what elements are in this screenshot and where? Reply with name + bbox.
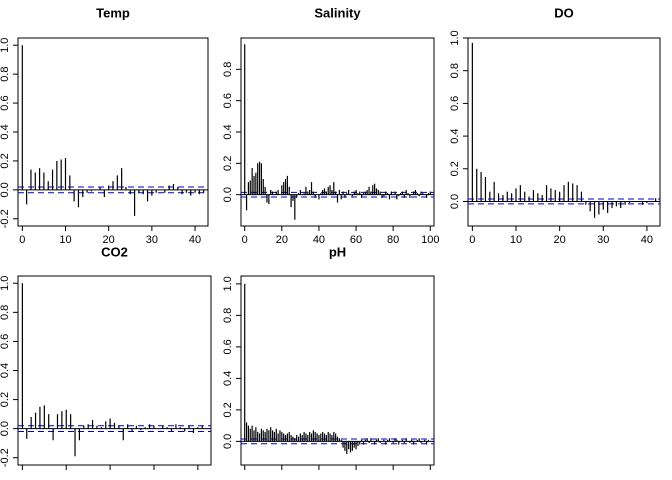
panel-title: pH <box>329 244 346 259</box>
x-tick-label: 0 <box>242 234 248 246</box>
x-tick-label: 30 <box>597 234 609 246</box>
y-tick-label: 0.6 <box>0 95 11 110</box>
y-tick-label: 0.8 <box>222 308 234 323</box>
x-tick-label: 20 <box>554 234 566 246</box>
y-tick-label: 0.4 <box>222 371 234 386</box>
y-tick-label: 0.0 <box>222 434 234 449</box>
panel-4: pH 0.0 0.2 0.4 0.6 0.8 1.0 <box>222 244 435 470</box>
y-tick-label: 0.6 <box>222 339 234 354</box>
y-tick-label: 0.4 <box>0 363 11 378</box>
y-tick-label: 0.0 <box>449 194 461 209</box>
x-tick-label: 20 <box>103 234 115 246</box>
y-tick-label: 0.2 <box>0 153 11 168</box>
y-tick-label: 0.4 <box>222 124 234 139</box>
y-tick-label: 1.0 <box>222 276 234 291</box>
x-tick-label: 30 <box>146 234 158 246</box>
x-tick-label: 10 <box>510 234 522 246</box>
y-tick-label: 0.2 <box>0 392 11 407</box>
panel-2: DO 0.0 0.2 0.4 0.6 0.8 1.0 0 10 20 30 40 <box>449 5 661 246</box>
y-tick-label: 0.0 <box>0 182 11 197</box>
y-tick-label: 0.2 <box>222 156 234 171</box>
panel-title: Temp <box>96 5 130 20</box>
panel-3: CO2 -0.2 0.0 0.2 0.4 0.6 0.8 1.0 <box>0 244 212 470</box>
x-tick-label: 20 <box>276 234 288 246</box>
y-tick-label: 0.0 <box>222 187 234 202</box>
panel-0: Temp -0.2 0.0 0.2 0.4 0.6 0.8 1.0 0 10 20 30 40 <box>0 5 209 246</box>
plot-frame <box>240 275 435 466</box>
y-tick-label: 1.0 <box>0 38 11 53</box>
y-tick-label: 0.6 <box>222 93 234 108</box>
y-tick-label: 0.4 <box>0 124 11 139</box>
panel-title: Salinity <box>314 5 361 20</box>
y-tick-label: 0.4 <box>449 128 461 143</box>
y-tick-label: 0.8 <box>449 63 461 78</box>
y-tick-label: 0.2 <box>222 402 234 417</box>
y-tick-label: 0.8 <box>222 62 234 77</box>
panels-layer: Temp-0.20.00.20.40.60.81.00 10 20 30 40Salin… <box>0 5 661 470</box>
y-tick-label: 0.6 <box>449 96 461 111</box>
panel-title: DO <box>554 5 574 20</box>
x-tick-label: 40 <box>641 234 653 246</box>
y-tick-label: 1.0 <box>449 30 461 45</box>
x-tick-label: 40 <box>313 234 325 246</box>
x-tick-label: 100 <box>421 234 439 246</box>
x-tick-label: 10 <box>59 234 71 246</box>
x-tick-label: 40 <box>189 234 201 246</box>
panel-1: Salinity 0.0 0.2 0.4 0.6 0.8 0 20 40 60 80 100 <box>222 5 439 246</box>
y-tick-label: 0.6 <box>0 334 11 349</box>
x-tick-label: 80 <box>387 234 399 246</box>
y-tick-label: 0.2 <box>449 161 461 176</box>
y-tick-label: -0.2 <box>0 209 11 228</box>
plot-frame <box>467 37 661 227</box>
y-tick-label: 0.8 <box>0 305 11 320</box>
x-tick-label: 0 <box>19 234 25 246</box>
y-tick-label: -0.2 <box>0 448 11 467</box>
x-tick-label: 0 <box>469 234 475 246</box>
y-tick-label: 1.0 <box>0 276 11 291</box>
y-tick-label: 0.0 <box>0 421 11 436</box>
y-tick-label: 0.8 <box>0 67 11 82</box>
panel-title: CO2 <box>101 244 128 259</box>
x-tick-label: 60 <box>350 234 362 246</box>
